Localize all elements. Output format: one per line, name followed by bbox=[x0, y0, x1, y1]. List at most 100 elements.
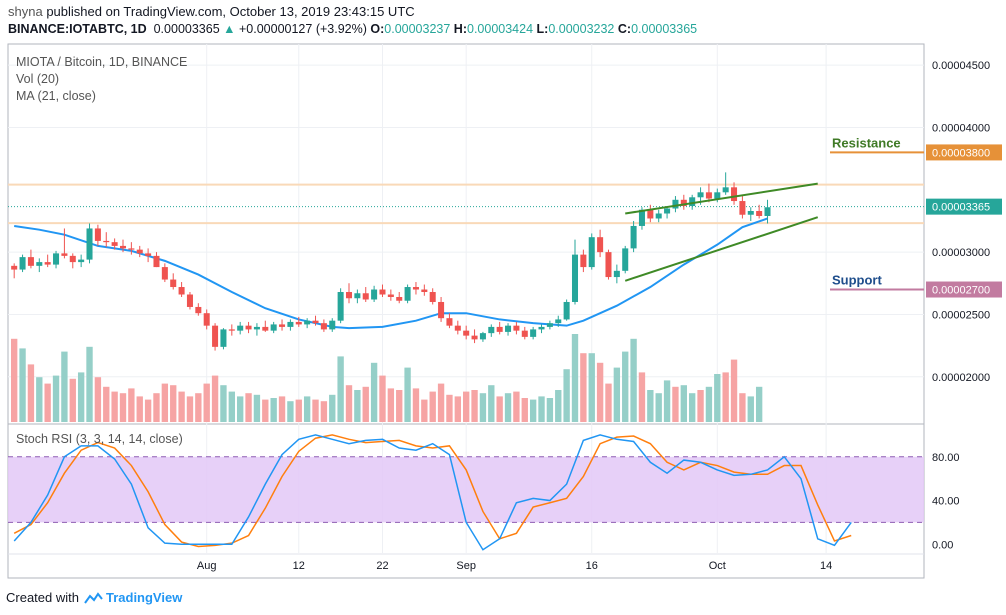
candle-body bbox=[279, 324, 286, 327]
candle-body bbox=[19, 257, 26, 270]
candle-body bbox=[756, 211, 763, 216]
candle-body bbox=[571, 254, 579, 302]
candle bbox=[136, 245, 143, 258]
candle bbox=[538, 324, 545, 334]
time-tick-label: 14 bbox=[820, 560, 832, 572]
volume-bar bbox=[663, 380, 671, 422]
price-tag-label: 0.00003800 bbox=[932, 147, 990, 159]
volume-bar bbox=[421, 399, 428, 422]
candle-body bbox=[479, 333, 486, 340]
candle bbox=[262, 320, 269, 332]
high-label: H: bbox=[453, 22, 467, 36]
candle-body bbox=[153, 255, 160, 268]
legend-stoch-rsi: Stoch RSI (3, 3, 14, 14, close) bbox=[16, 432, 183, 446]
volume-bar bbox=[538, 396, 545, 422]
candle bbox=[362, 287, 369, 302]
candle-body bbox=[622, 248, 629, 271]
candle bbox=[672, 196, 679, 213]
candle-body bbox=[488, 326, 495, 334]
candle-body bbox=[203, 313, 210, 326]
candle-body bbox=[27, 257, 34, 266]
candle bbox=[429, 288, 436, 305]
resistance-label: Resistance bbox=[832, 135, 901, 150]
moving-average-line bbox=[14, 217, 768, 330]
volume-bar bbox=[111, 391, 118, 422]
candle bbox=[212, 323, 219, 351]
candle bbox=[438, 296, 445, 322]
candle-body bbox=[538, 326, 545, 330]
candle-body bbox=[747, 211, 754, 215]
publish-info: published on TradingView.com, October 13… bbox=[46, 4, 415, 19]
volume-bar bbox=[404, 367, 411, 422]
candle bbox=[61, 228, 68, 259]
low-label: L: bbox=[536, 22, 549, 36]
candle bbox=[304, 318, 311, 329]
price-tag-box bbox=[926, 215, 1002, 232]
candle bbox=[563, 299, 570, 321]
candle-body bbox=[329, 320, 336, 330]
candle-body bbox=[513, 325, 520, 331]
tradingview-cloud-icon bbox=[84, 591, 103, 604]
candle bbox=[11, 263, 18, 279]
candle bbox=[195, 303, 202, 316]
candle-body bbox=[580, 254, 587, 268]
candle-body bbox=[312, 320, 319, 324]
volume-bar bbox=[680, 385, 687, 422]
volume-bar bbox=[52, 375, 60, 422]
candle-body bbox=[262, 326, 269, 331]
high-value: 0.00003424 bbox=[467, 22, 534, 36]
candle bbox=[220, 328, 227, 350]
volume-bar bbox=[613, 367, 621, 422]
price-tick-label: 0.00004000 bbox=[932, 123, 990, 135]
candle bbox=[53, 250, 60, 269]
candle-body bbox=[228, 329, 235, 331]
close-label: C: bbox=[617, 22, 632, 36]
volume-bar bbox=[345, 385, 353, 422]
volume-bar bbox=[387, 388, 395, 422]
candle-body bbox=[69, 255, 76, 263]
volume-bar bbox=[354, 390, 361, 422]
volume-bar bbox=[295, 399, 302, 422]
price-tag-box bbox=[926, 281, 1002, 298]
candle-body bbox=[421, 289, 428, 293]
low-value: 0.00003232 bbox=[548, 22, 615, 36]
volume-bar bbox=[563, 369, 570, 422]
candle-body bbox=[429, 292, 436, 302]
volume-bar bbox=[647, 390, 654, 422]
candle-body bbox=[555, 319, 562, 324]
author-name[interactable]: shyna bbox=[8, 4, 43, 19]
candle-body bbox=[412, 287, 419, 290]
time-tick-label: 22 bbox=[376, 560, 388, 572]
tradingview-logo[interactable]: TradingView bbox=[83, 590, 182, 605]
volume-bar bbox=[69, 378, 76, 422]
volume-bar bbox=[86, 346, 93, 422]
candle-body bbox=[270, 324, 277, 331]
candle-body bbox=[521, 330, 528, 337]
time-tick-label: 16 bbox=[586, 560, 598, 572]
candle bbox=[647, 204, 654, 223]
ohlc-line: BINANCE:IOTABTC, 1D 0.00003365 ▲ +0.0000… bbox=[8, 22, 697, 36]
candle bbox=[387, 289, 394, 301]
candle bbox=[463, 325, 470, 340]
volume-bar bbox=[320, 401, 328, 422]
support-label: Support bbox=[832, 273, 882, 288]
candle bbox=[705, 183, 712, 203]
volume-bar bbox=[689, 393, 696, 422]
candle bbox=[94, 224, 101, 246]
time-tick-label: Oct bbox=[709, 560, 726, 572]
candle-body bbox=[103, 240, 110, 243]
candle bbox=[546, 320, 553, 330]
candle-body bbox=[638, 209, 645, 226]
volume-bar bbox=[312, 399, 319, 422]
volume-bar bbox=[161, 383, 169, 422]
volume-bar bbox=[488, 385, 495, 422]
price-tag-label: 0.00003233 bbox=[932, 218, 990, 230]
volume-bar bbox=[463, 391, 470, 422]
open-value: 0.00003237 bbox=[384, 22, 451, 36]
candle bbox=[488, 324, 495, 337]
price-tag-label: 0.00003365 bbox=[932, 202, 990, 214]
price-change: +0.00000127 (+3.92%) bbox=[239, 22, 367, 36]
publish-line: shyna published on TradingView.com, Octo… bbox=[8, 4, 415, 19]
candle-body bbox=[345, 292, 353, 299]
